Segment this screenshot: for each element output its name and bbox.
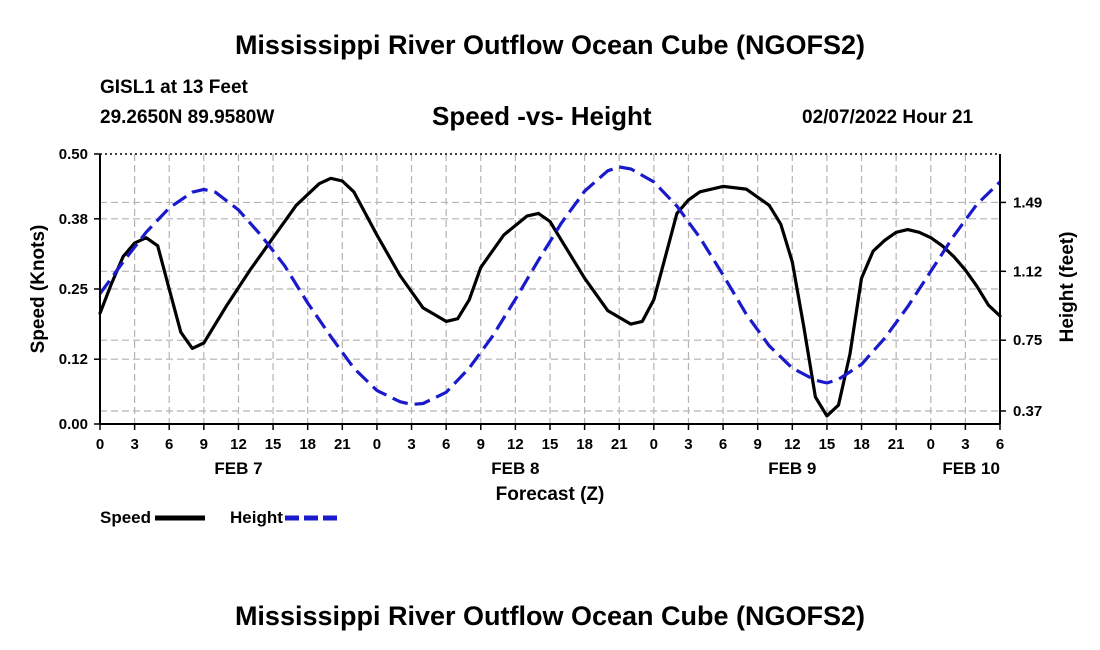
legend-speed: Speed [100, 508, 207, 528]
legend-speed-label: Speed [100, 508, 152, 527]
x-tick-label: 12 [507, 436, 524, 453]
footer-title: Mississippi River Outflow Ocean Cube (NG… [234, 601, 866, 631]
x-tick-label: 12 [230, 436, 247, 453]
x-tick-label: 21 [334, 436, 351, 453]
y-tick-label: 0.50 [59, 146, 88, 163]
legend-height-swatch [284, 515, 337, 521]
legend-height-label: Height [230, 508, 283, 527]
y2-tick-label: 0.37 [1013, 403, 1042, 420]
series-line-height [98, 165, 1002, 406]
axes [94, 153, 1006, 430]
x-tick-label: 3 [407, 436, 415, 453]
tick-labels: 0 3 6 9 12 15 18 21 0 3 6 9 12 15 18 21 0 3 6 9 12 15 18 21 0 3 6 F… [28, 146, 1078, 505]
legend-speed-swatch [155, 515, 206, 521]
x-tick-label: 6 [719, 436, 727, 453]
y-axis-label: Speed (Knots) [28, 225, 49, 354]
x-tick-label: 6 [165, 436, 173, 453]
x-tick-label: 12 [784, 436, 801, 453]
y-tick-label: 0.12 [59, 351, 88, 368]
chart-subtitle: Speed -vs- Height [432, 101, 652, 131]
x-tick-label: 15 [265, 436, 282, 453]
x-tick-label: 0 [96, 436, 104, 453]
x-tick-label: 0 [373, 436, 381, 453]
forecast-timestamp: 02/07/2022 Hour 21 [802, 107, 974, 128]
x-tick-label: 21 [888, 436, 905, 453]
x-tick-label: 6 [442, 436, 450, 453]
x-tick-label: 9 [200, 436, 208, 453]
x-axis-label: Forecast (Z) [496, 484, 605, 505]
x-tick-label: 6 [996, 436, 1004, 453]
date-label: FEB 10 [942, 459, 1000, 478]
x-tick-label: 18 [299, 436, 316, 453]
x-tick-label: 3 [130, 436, 138, 453]
series-line-speed [98, 176, 1002, 418]
x-tick-label: 21 [611, 436, 628, 453]
y-tick-label: 0.38 [59, 211, 88, 228]
x-tick-label: 9 [754, 436, 762, 453]
grid-lines [100, 154, 1000, 424]
date-label: FEB 9 [768, 459, 816, 478]
x-tick-label: 3 [961, 436, 969, 453]
x-tick-label: 15 [819, 436, 836, 453]
date-label: FEB 7 [214, 459, 262, 478]
x-tick-label: 0 [650, 436, 658, 453]
y-tick-label: 0.00 [59, 416, 88, 433]
y2-tick-label: 1.49 [1013, 194, 1042, 211]
x-tick-label: 3 [684, 436, 692, 453]
y-tick-label: 0.25 [59, 281, 88, 298]
x-tick-label: 15 [542, 436, 559, 453]
y2-axis-label: Height (feet) [1057, 232, 1078, 343]
chart-title: Mississippi River Outflow Ocean Cube (NG… [234, 30, 866, 60]
x-tick-label: 18 [853, 436, 870, 453]
legend-height: Height [230, 508, 339, 528]
y2-tick-label: 1.12 [1013, 263, 1042, 280]
station-label: GISL1 at 13 Feet [100, 77, 248, 98]
series-layer [98, 165, 1002, 418]
x-tick-label: 9 [477, 436, 485, 453]
x-tick-label: 0 [927, 436, 935, 453]
x-tick-label: 18 [576, 436, 593, 453]
station-coordinates: 29.2650N 89.9580W [100, 107, 275, 128]
date-label: FEB 8 [491, 459, 539, 478]
y2-tick-label: 0.75 [1013, 332, 1042, 349]
